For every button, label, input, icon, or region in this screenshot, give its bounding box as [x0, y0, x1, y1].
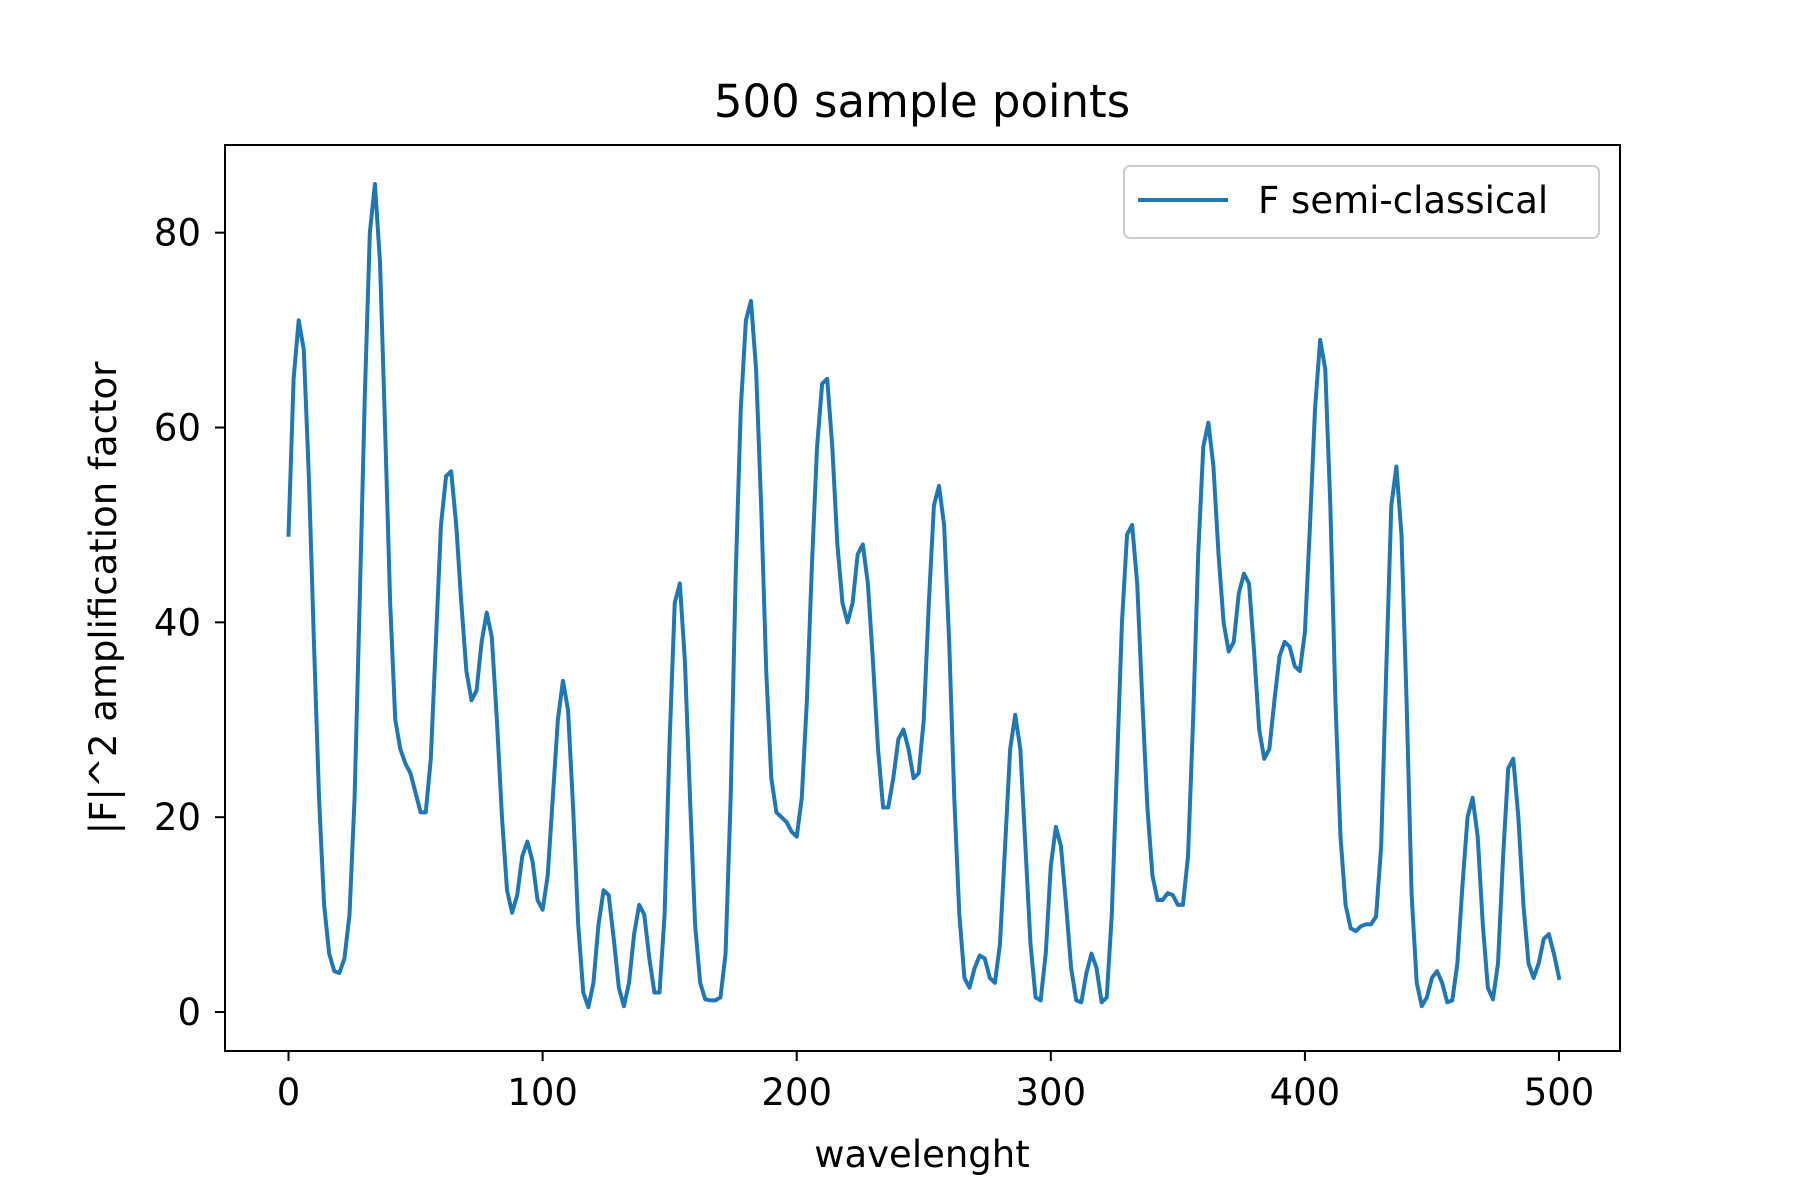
y-tick-label: 0 [177, 991, 201, 1034]
chart-title: 500 sample points [714, 75, 1130, 128]
y-tick-label: 60 [154, 407, 201, 450]
x-tick-label: 100 [507, 1071, 578, 1114]
legend: F semi-classical [1123, 165, 1600, 239]
legend-box [1123, 165, 1600, 239]
x-axis-ticks: 0 100 200 300 400 500 [277, 1051, 1595, 1114]
x-tick-label: 200 [761, 1071, 832, 1114]
plot-frame [224, 144, 1621, 1052]
y-axis-ticks: 0 20 40 60 80 [154, 212, 225, 1034]
x-tick-label: 300 [1016, 1071, 1087, 1114]
y-axis-label: |F|^2 amplification factor [82, 361, 125, 834]
legend-label: F semi-classical [1258, 179, 1548, 222]
y-tick-label: 20 [154, 796, 201, 839]
line-layer [286, 181, 1562, 1010]
y-tick-label: 40 [154, 601, 201, 644]
x-tick-label: 500 [1524, 1071, 1595, 1114]
x-axis-label: wavelenght [814, 1133, 1030, 1176]
series-line-0 [286, 181, 1562, 1010]
x-tick-label: 400 [1270, 1071, 1341, 1114]
x-tick-label: 0 [277, 1071, 301, 1114]
y-tick-label: 80 [154, 212, 201, 255]
plot-area-background [225, 145, 1620, 1051]
